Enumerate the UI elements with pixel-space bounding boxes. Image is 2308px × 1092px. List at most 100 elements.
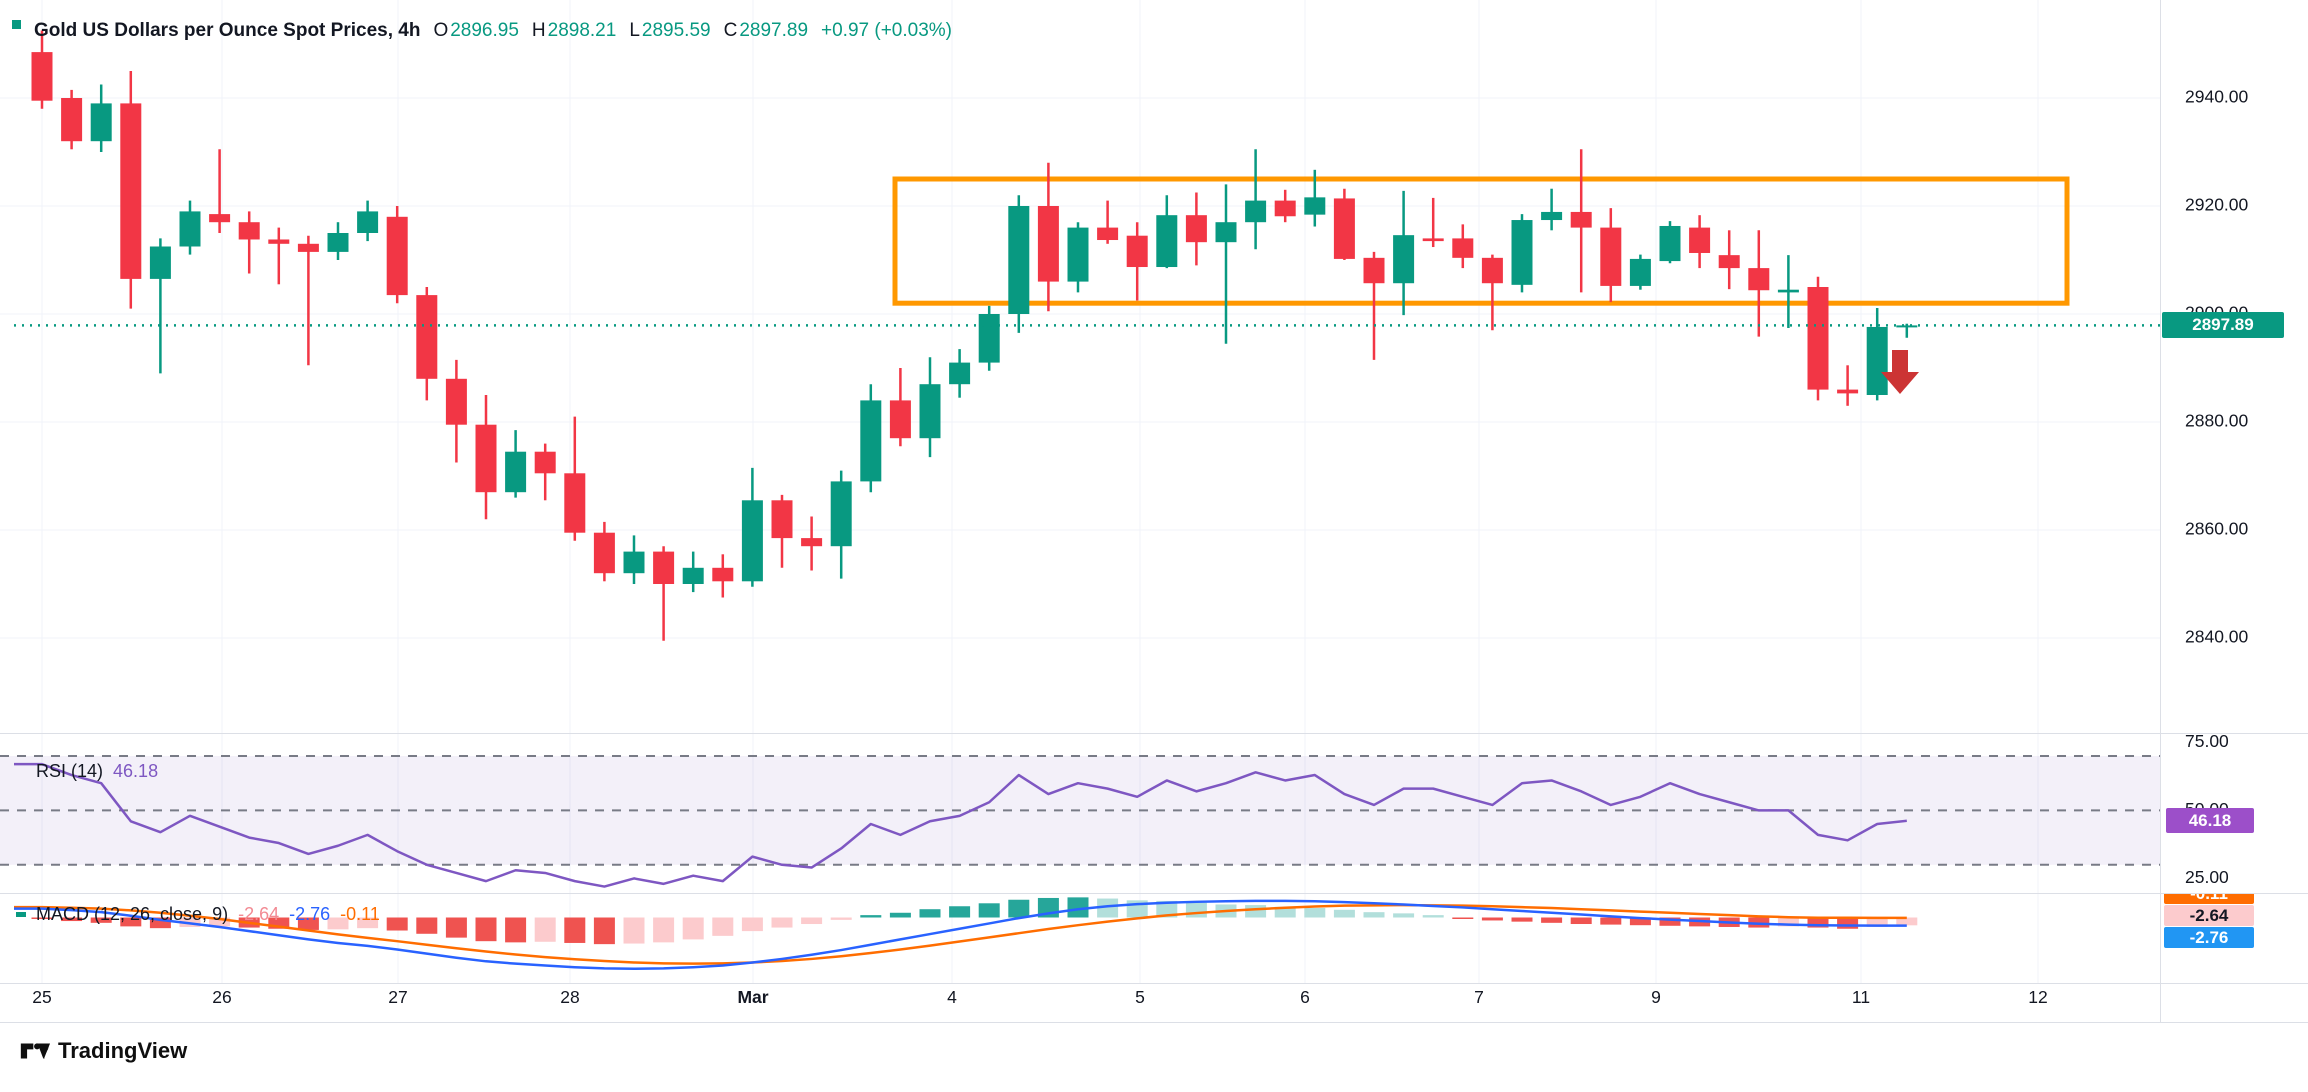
price-axis-label: 2940.00 (2185, 87, 2249, 107)
candle[interactable] (682, 551, 704, 593)
macd-histogram-bar (386, 917, 408, 931)
high-value: H 2898.21 (531, 20, 617, 41)
candle[interactable] (445, 359, 467, 463)
candle[interactable] (860, 384, 882, 493)
candle[interactable] (1866, 308, 1888, 401)
candle[interactable] (416, 287, 438, 401)
macd-histogram-bar (1777, 917, 1799, 927)
macd-pane[interactable] (14, 897, 1918, 970)
candlestick-series[interactable] (31, 30, 1918, 641)
candle[interactable] (1896, 323, 1918, 338)
candle[interactable] (1393, 190, 1415, 316)
candle[interactable] (297, 235, 319, 366)
macd-histogram-bar (31, 917, 53, 919)
candle[interactable] (1067, 222, 1089, 293)
macd-histogram-bar (1837, 917, 1859, 929)
time-axis-label: 5 (1135, 987, 1145, 1007)
candle[interactable] (712, 554, 734, 598)
range-box-annotation[interactable] (892, 176, 2070, 306)
candle[interactable] (830, 470, 852, 579)
candle[interactable] (653, 546, 675, 641)
candle[interactable] (327, 222, 349, 260)
candle[interactable] (1570, 149, 1592, 293)
candle[interactable] (268, 227, 290, 285)
candle[interactable] (120, 71, 142, 309)
time-axis-label: Mar (737, 987, 768, 1007)
time-axis-label: 9 (1651, 987, 1661, 1007)
candle[interactable] (1807, 276, 1829, 401)
candle[interactable] (1185, 192, 1207, 266)
candle[interactable] (1777, 255, 1799, 329)
candle[interactable] (741, 467, 763, 587)
macd-histogram-bar (1156, 900, 1178, 918)
macd-histogram-bar (919, 909, 941, 918)
candle[interactable] (1097, 200, 1119, 244)
candle[interactable] (1689, 215, 1711, 269)
candle[interactable] (1600, 208, 1622, 303)
macd-status-line[interactable]: MACD (12, 26, close, 9) -2.64 -2.76 -0.1… (16, 904, 380, 925)
candle[interactable] (1274, 189, 1296, 223)
candle[interactable] (1481, 254, 1503, 331)
down-arrow-annotation[interactable] (1881, 350, 1919, 394)
macd-histogram-bar (149, 917, 171, 929)
candle[interactable] (61, 89, 83, 150)
candle[interactable] (1718, 230, 1740, 290)
series-status-line[interactable]: Gold US Dollars per Ounce Spot Prices, 4… (12, 19, 952, 42)
candle[interactable] (623, 535, 645, 584)
candle[interactable] (801, 516, 823, 571)
tradingview-logo[interactable]: TradingView (20, 1038, 187, 1064)
candle[interactable] (1245, 149, 1267, 250)
candle[interactable] (149, 238, 171, 374)
macd-histogram-bar (327, 917, 349, 930)
macd-histogram-bar (120, 917, 142, 927)
candle[interactable] (1422, 197, 1444, 248)
macd-histogram-bar (1067, 897, 1089, 918)
candle[interactable] (90, 84, 112, 153)
candle[interactable] (889, 368, 911, 447)
candle[interactable] (1837, 365, 1859, 406)
candle[interactable] (1008, 195, 1030, 333)
rsi-status-line[interactable]: RSI (14) 46.18 (36, 761, 158, 782)
candle[interactable] (1215, 184, 1237, 344)
candle[interactable] (564, 416, 586, 541)
macd-histogram-bar (475, 917, 497, 942)
candle[interactable] (1452, 224, 1474, 269)
candle[interactable] (949, 349, 971, 398)
rsi-pane[interactable] (0, 755, 2160, 888)
candle[interactable] (1126, 222, 1148, 301)
candle[interactable] (238, 211, 260, 274)
candle[interactable] (1304, 169, 1326, 227)
candle[interactable] (357, 200, 379, 242)
candle[interactable] (978, 305, 1000, 371)
candle[interactable] (919, 357, 941, 458)
candle[interactable] (1037, 162, 1059, 312)
candle[interactable] (1363, 251, 1385, 360)
grid-lines (0, 0, 2160, 983)
rsi-line (14, 762, 1907, 888)
candle[interactable] (1333, 188, 1355, 260)
macd-histogram-bar (1896, 917, 1918, 926)
candle[interactable] (1748, 230, 1770, 337)
macd-histogram-bar (1274, 906, 1296, 918)
candle[interactable] (1629, 254, 1651, 290)
candle[interactable] (593, 521, 615, 582)
candle[interactable] (534, 443, 556, 501)
candle[interactable] (1511, 214, 1533, 293)
series-marker-icon (12, 19, 21, 29)
candle[interactable] (475, 395, 497, 520)
macd-histogram-bar (1570, 917, 1592, 925)
candle[interactable] (31, 30, 53, 109)
candle[interactable] (505, 430, 527, 498)
macd-histogram-bar (593, 917, 615, 945)
candle[interactable] (209, 149, 231, 233)
candle[interactable] (1156, 195, 1178, 269)
candle[interactable] (771, 494, 793, 568)
macd-line-badge: -2.76 (2164, 927, 2254, 948)
candle[interactable] (179, 200, 201, 255)
candle[interactable] (386, 206, 408, 304)
candle[interactable] (1659, 221, 1681, 264)
candle[interactable] (1541, 188, 1563, 231)
change-value: +0.97 (+0.03%) (821, 20, 952, 41)
time-axis-label: 11 (1852, 987, 1870, 1007)
